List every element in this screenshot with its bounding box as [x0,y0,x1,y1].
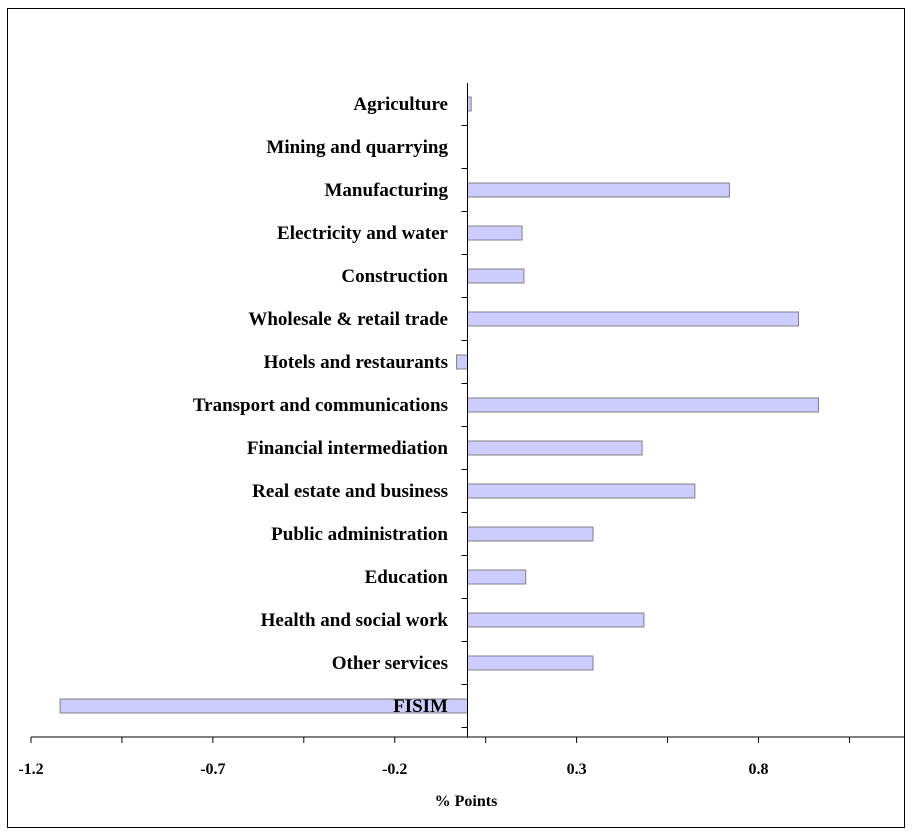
category-label: FISIM [393,696,448,717]
chart-frame [7,8,905,828]
category-label: Construction [341,266,448,287]
bar [467,612,645,628]
category-label: Real estate and business [252,481,448,502]
category-label: Public administration [271,524,448,545]
category-labels: Agriculture Mining and quarrying Manufactu… [193,94,449,717]
category-label: Manufacturing [325,180,449,201]
bar [467,483,696,499]
x-tick-label: -0.2 [382,761,407,778]
bar [467,268,525,284]
ticks: -1.2 -0.7 -0.2 0.3 0.8 [18,125,850,778]
category-label: Other services [332,653,448,674]
x-tick-label: 0.3 [567,761,587,778]
bars [59,96,820,714]
x-tick-label: -0.7 [200,761,225,778]
bar [467,526,594,542]
bar [467,440,643,456]
category-label: Education [365,567,449,588]
bar [467,182,730,198]
bar [467,96,472,112]
bar [467,655,594,671]
bar [467,225,523,241]
x-tick-label: -1.2 [18,761,43,778]
bar [467,311,800,327]
category-label: Electricity and water [277,223,449,244]
x-tick-label: 0.8 [749,761,769,778]
bar [467,569,527,585]
category-label: Health and social work [261,610,449,631]
category-label: Transport and communications [193,395,448,416]
bar [467,397,820,413]
category-label: Financial intermediation [247,438,449,459]
x-axis-title: % Points [435,793,498,810]
bar [456,354,468,370]
category-label: Wholesale & retail trade [248,309,448,330]
category-label: Mining and quarrying [266,137,448,158]
category-label: Agriculture [353,94,448,115]
category-label: Hotels and restaurants [264,352,448,373]
